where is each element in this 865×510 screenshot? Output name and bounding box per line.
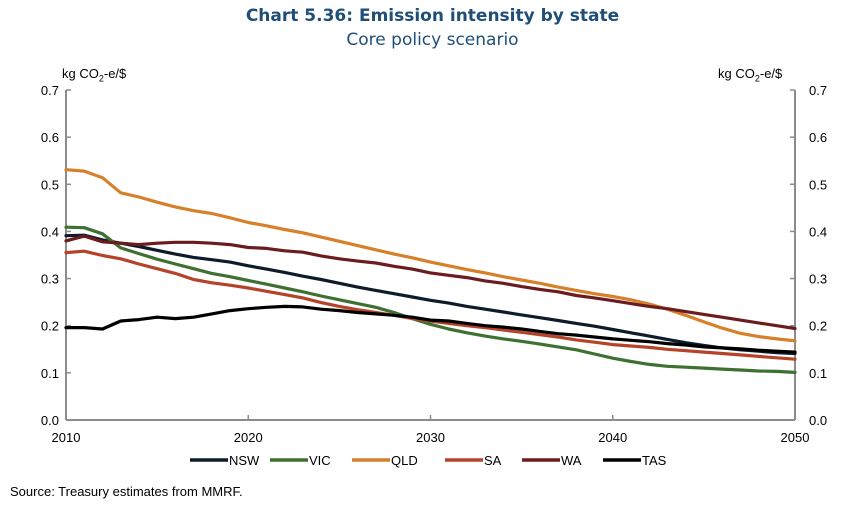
y-axis-label-right: kg CO2-e/$ [718, 66, 782, 84]
y-tick-label-right: 0.5 [809, 177, 827, 192]
unit-sub: 2 [98, 73, 104, 84]
y-tick-label-right: 0.7 [809, 83, 827, 98]
unit-suffix: -e/$ [759, 66, 783, 81]
y-tick-label-left: 0.0 [41, 413, 59, 428]
x-tick-label: 2020 [234, 430, 263, 445]
legend-label-wa: WA [561, 453, 582, 468]
series-line-vic [64, 225, 797, 374]
series-line-wa [64, 234, 797, 331]
y-tick-label-right: 0.3 [809, 272, 827, 287]
chart-title: Chart 5.36: Emission intensity by state [245, 6, 620, 26]
y-tick-label-left: 0.6 [41, 130, 59, 145]
source-note: Source: Treasury estimates from MMRF. [10, 484, 243, 499]
legend-label-nsw: NSW [229, 453, 260, 468]
y-tick-label-right: 0.0 [809, 413, 827, 428]
y-tick-label-left: 0.1 [41, 366, 59, 381]
y-tick-label-left: 0.2 [41, 319, 59, 334]
legend-label-qld: QLD [391, 453, 418, 468]
x-tick-label: 2050 [781, 430, 810, 445]
y-tick-label-left: 0.3 [41, 272, 59, 287]
legend-label-sa: SA [484, 453, 502, 468]
y-tick-label-right: 0.4 [809, 224, 827, 239]
chart-subtitle: Core policy scenario [346, 30, 519, 50]
y-tick-label-left: 0.4 [41, 224, 59, 239]
y-axis-label-left: kg CO2-e/$ [62, 66, 126, 84]
x-tick-label: 2010 [52, 430, 81, 445]
legend-label-tas: TAS [642, 453, 667, 468]
legend-label-vic: VIC [309, 453, 331, 468]
y-tick-label-right: 0.2 [809, 319, 827, 334]
y-tick-label-left: 0.5 [41, 177, 59, 192]
unit-prefix: kg CO [718, 66, 755, 81]
y-tick-label-right: 0.1 [809, 366, 827, 381]
unit-sub: 2 [754, 73, 760, 84]
x-tick-label: 2030 [416, 430, 445, 445]
y-tick-label-right: 0.6 [809, 130, 827, 145]
series-line-nsw [64, 233, 797, 356]
x-tick-label: 2040 [598, 430, 627, 445]
y-tick-label-left: 0.7 [41, 83, 59, 98]
unit-suffix: -e/$ [103, 66, 127, 81]
series-line-tas [64, 304, 797, 354]
unit-prefix: kg CO [62, 66, 99, 81]
